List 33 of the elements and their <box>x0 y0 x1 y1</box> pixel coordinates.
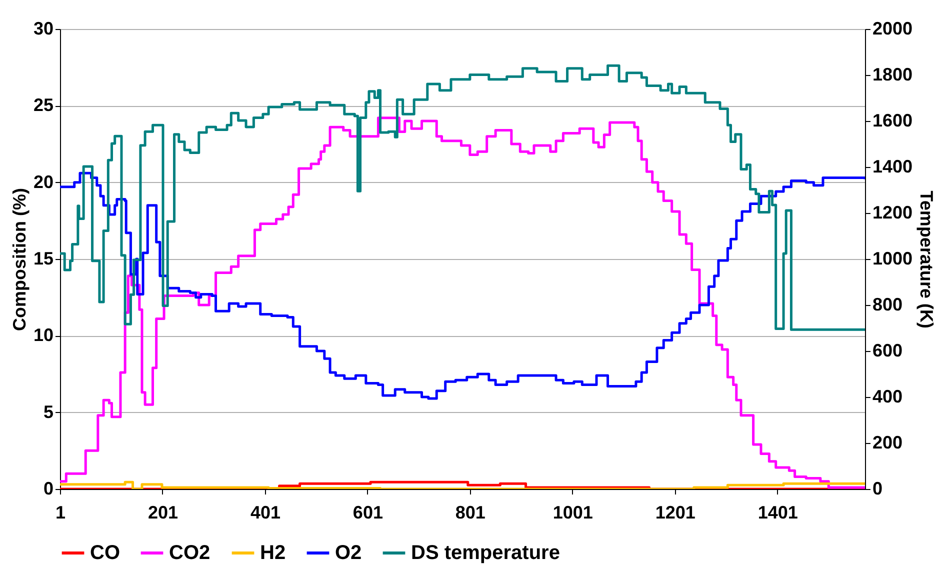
y2-tick-label: 1200 <box>872 202 913 222</box>
y-tick-label: 20 <box>33 172 54 192</box>
y2-tick-label: 1400 <box>872 156 913 176</box>
legend-label: CO <box>90 542 120 564</box>
x-tick-label: 201 <box>148 502 178 522</box>
legend-label: H2 <box>260 542 286 564</box>
legend-label: CO2 <box>169 542 210 564</box>
x-tick-label: 1401 <box>758 502 798 522</box>
y2-tick-label: 200 <box>872 432 903 452</box>
y-tick-label: 15 <box>33 248 54 268</box>
y2-tick-label: 1800 <box>872 64 913 84</box>
x-tick-label: 1201 <box>655 502 696 522</box>
x-tick-label: 1 <box>55 502 66 522</box>
legend-label: DS temperature <box>411 542 560 564</box>
y-tick-label: 5 <box>43 402 54 422</box>
y2-tick-label: 600 <box>872 340 903 360</box>
y-tick-label: 0 <box>43 478 54 498</box>
y2-tick-label: 0 <box>872 478 883 498</box>
x-tick-label: 801 <box>455 502 486 522</box>
y-tick-label: 30 <box>33 18 54 38</box>
y2-tick-label: 2000 <box>872 18 913 38</box>
y2-tick-label: 800 <box>872 294 903 314</box>
x-tick-label: 401 <box>250 502 280 522</box>
y2-tick-label: 400 <box>872 386 903 406</box>
x-tick-label: 1001 <box>552 502 593 522</box>
legend-label: O2 <box>335 542 362 564</box>
y-axis-title: Composition (%) <box>9 188 30 331</box>
x-tick-label: 601 <box>352 502 383 522</box>
y-tick-label: 10 <box>33 325 54 346</box>
y2-tick-label: 1600 <box>872 110 913 130</box>
y2-axis-title: Temperature (K) <box>916 190 937 328</box>
y2-tick-label: 1000 <box>872 248 913 268</box>
y-tick-label: 25 <box>33 95 54 116</box>
